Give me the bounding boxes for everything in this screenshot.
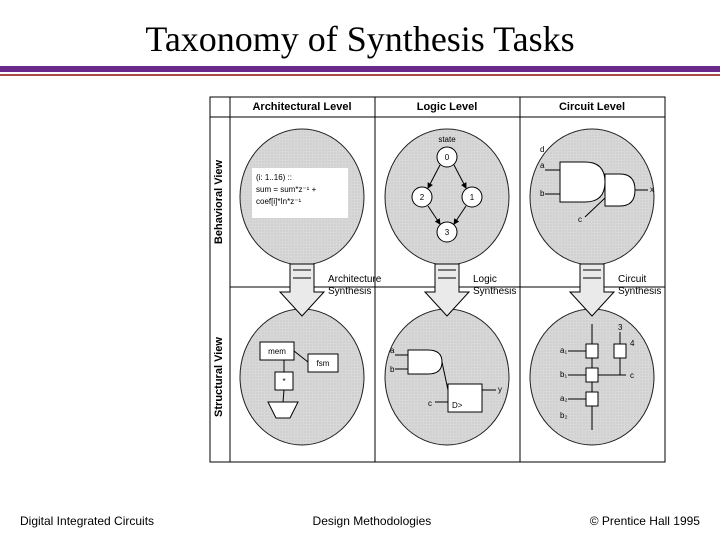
c13-b: b [540,189,545,198]
arrow-3: Circuit Synthesis [570,264,661,316]
footer-center: Design Methodologies [313,514,432,528]
col-header-1: Architectural Level [252,101,351,113]
c23-a2: a₂ [560,394,568,403]
col-header-3: Circuit Level [559,101,625,113]
c21-mul: * [282,377,285,386]
c22-a: a [390,346,395,355]
c11-line1: (i: 1..16) :: [256,173,292,182]
c23-b1: b₁ [560,370,567,379]
c23-a1: a₁ [560,346,567,355]
arrow-3-l1: Circuit [618,274,647,285]
arrow-1-l2: Synthesis [328,286,371,297]
c21-mem: mem [268,347,286,356]
arrow-2: Logic Synthesis [425,264,516,316]
footer-right: © Prentice Hall 1995 [590,514,700,528]
taxonomy-figure: Architectural Level Logic Level Circuit … [190,92,670,472]
arrow-1: Architecture Synthesis [280,264,382,316]
c22-y: y [498,385,502,394]
c12-top: state [438,135,456,144]
arrow-2-l2: Synthesis [473,286,516,297]
c22-b: b [390,365,395,374]
rule-outer [0,66,720,72]
c12-n1: 1 [470,193,475,202]
arrow-3-l2: Synthesis [618,286,661,297]
footer-left: Digital Integrated Circuits [20,514,154,528]
c23-4: 4 [630,339,635,348]
rule-inner [0,74,720,76]
c12-n3: 3 [445,228,450,237]
c23-3: 3 [618,323,623,332]
c13-a: a [540,161,545,170]
c22-d: D> [452,401,463,410]
c11-line3: coef[i]*In*z⁻¹ [256,197,301,206]
c12-n0: 0 [445,153,450,162]
c13-x: x [650,185,654,194]
footer: Digital Integrated Circuits Design Metho… [20,514,700,528]
arrow-1-l1: Architecture [328,274,382,285]
col-header-2: Logic Level [417,101,478,113]
c11-line2: sum = sum*z⁻¹ + [256,185,317,194]
c23-c: c [630,371,634,380]
c13-c: c [578,215,582,224]
c12-n2: 2 [420,193,425,202]
c13-d: d [540,145,544,154]
page-title: Taxonomy of Synthesis Tasks [0,18,720,60]
c21-fsm: fsm [317,359,330,368]
c22-c: c [428,399,432,408]
c23-b2: b₂ [560,411,568,420]
row-header-1: Behavioral View [213,159,225,244]
row-header-2: Structural View [213,337,225,417]
arrow-2-l1: Logic [473,274,497,285]
